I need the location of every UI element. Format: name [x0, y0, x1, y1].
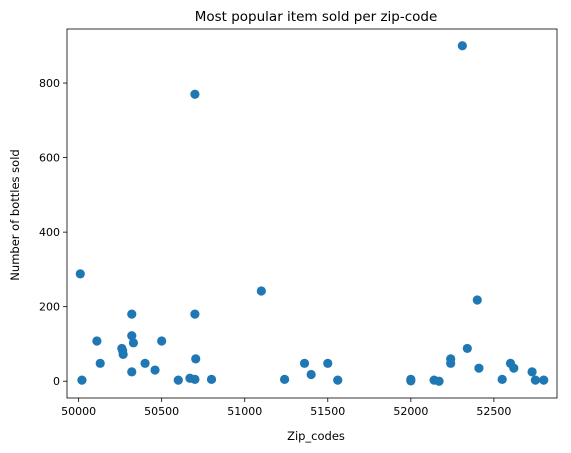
data-point	[150, 365, 160, 375]
data-point	[190, 309, 200, 319]
data-point	[406, 376, 416, 386]
data-point	[157, 336, 167, 346]
data-point	[434, 376, 444, 386]
x-axis: 50000 50500 51000 51500 52000 52500	[61, 398, 511, 418]
data-point	[306, 369, 316, 380]
data-point	[190, 374, 200, 384]
data-point	[299, 358, 310, 368]
data-point	[77, 375, 87, 385]
y-axis: 0 200 400 600 800	[39, 77, 67, 388]
data-point	[127, 367, 137, 377]
x-tick-label: 51500	[310, 405, 345, 418]
plot-area	[66, 28, 558, 399]
data-point	[279, 374, 290, 384]
data-point	[497, 374, 507, 384]
data-point	[462, 343, 472, 354]
data-point	[530, 375, 541, 385]
y-tick-label: 0	[53, 375, 60, 388]
x-tick-label: 52000	[393, 405, 428, 418]
data-point	[191, 354, 201, 364]
data-point	[472, 295, 482, 305]
data-point	[539, 375, 549, 385]
data-point	[527, 367, 537, 377]
data-point	[173, 375, 183, 385]
x-axis-label: Zip_codes	[287, 429, 345, 443]
x-tick-label: 50500	[144, 405, 179, 418]
y-tick-label: 600	[39, 152, 60, 165]
data-point	[127, 331, 137, 341]
data-point	[95, 358, 105, 368]
data-point	[206, 374, 217, 384]
x-tick-label: 50000	[61, 405, 96, 418]
data-point	[509, 363, 519, 373]
data-point	[128, 338, 139, 348]
y-axis-label: Number of bottles sold	[8, 149, 22, 280]
y-tick-label: 200	[39, 301, 60, 314]
x-tick-label: 51000	[227, 405, 262, 418]
data-point	[474, 363, 484, 373]
data-points	[75, 41, 549, 386]
data-point	[118, 349, 128, 359]
data-point	[446, 358, 456, 368]
x-tick-label: 52500	[476, 405, 511, 418]
data-point	[190, 89, 200, 99]
data-point	[140, 358, 150, 368]
data-point	[323, 358, 333, 368]
y-tick-label: 400	[39, 226, 60, 239]
y-tick-label: 800	[39, 77, 60, 90]
data-point	[127, 309, 137, 319]
chart-title: Most popular item sold per zip-code	[195, 9, 438, 25]
data-point	[457, 41, 467, 51]
plot-frame	[66, 28, 558, 399]
data-point	[333, 375, 343, 385]
data-point	[256, 286, 266, 296]
data-point	[92, 336, 102, 346]
data-point	[75, 269, 85, 279]
